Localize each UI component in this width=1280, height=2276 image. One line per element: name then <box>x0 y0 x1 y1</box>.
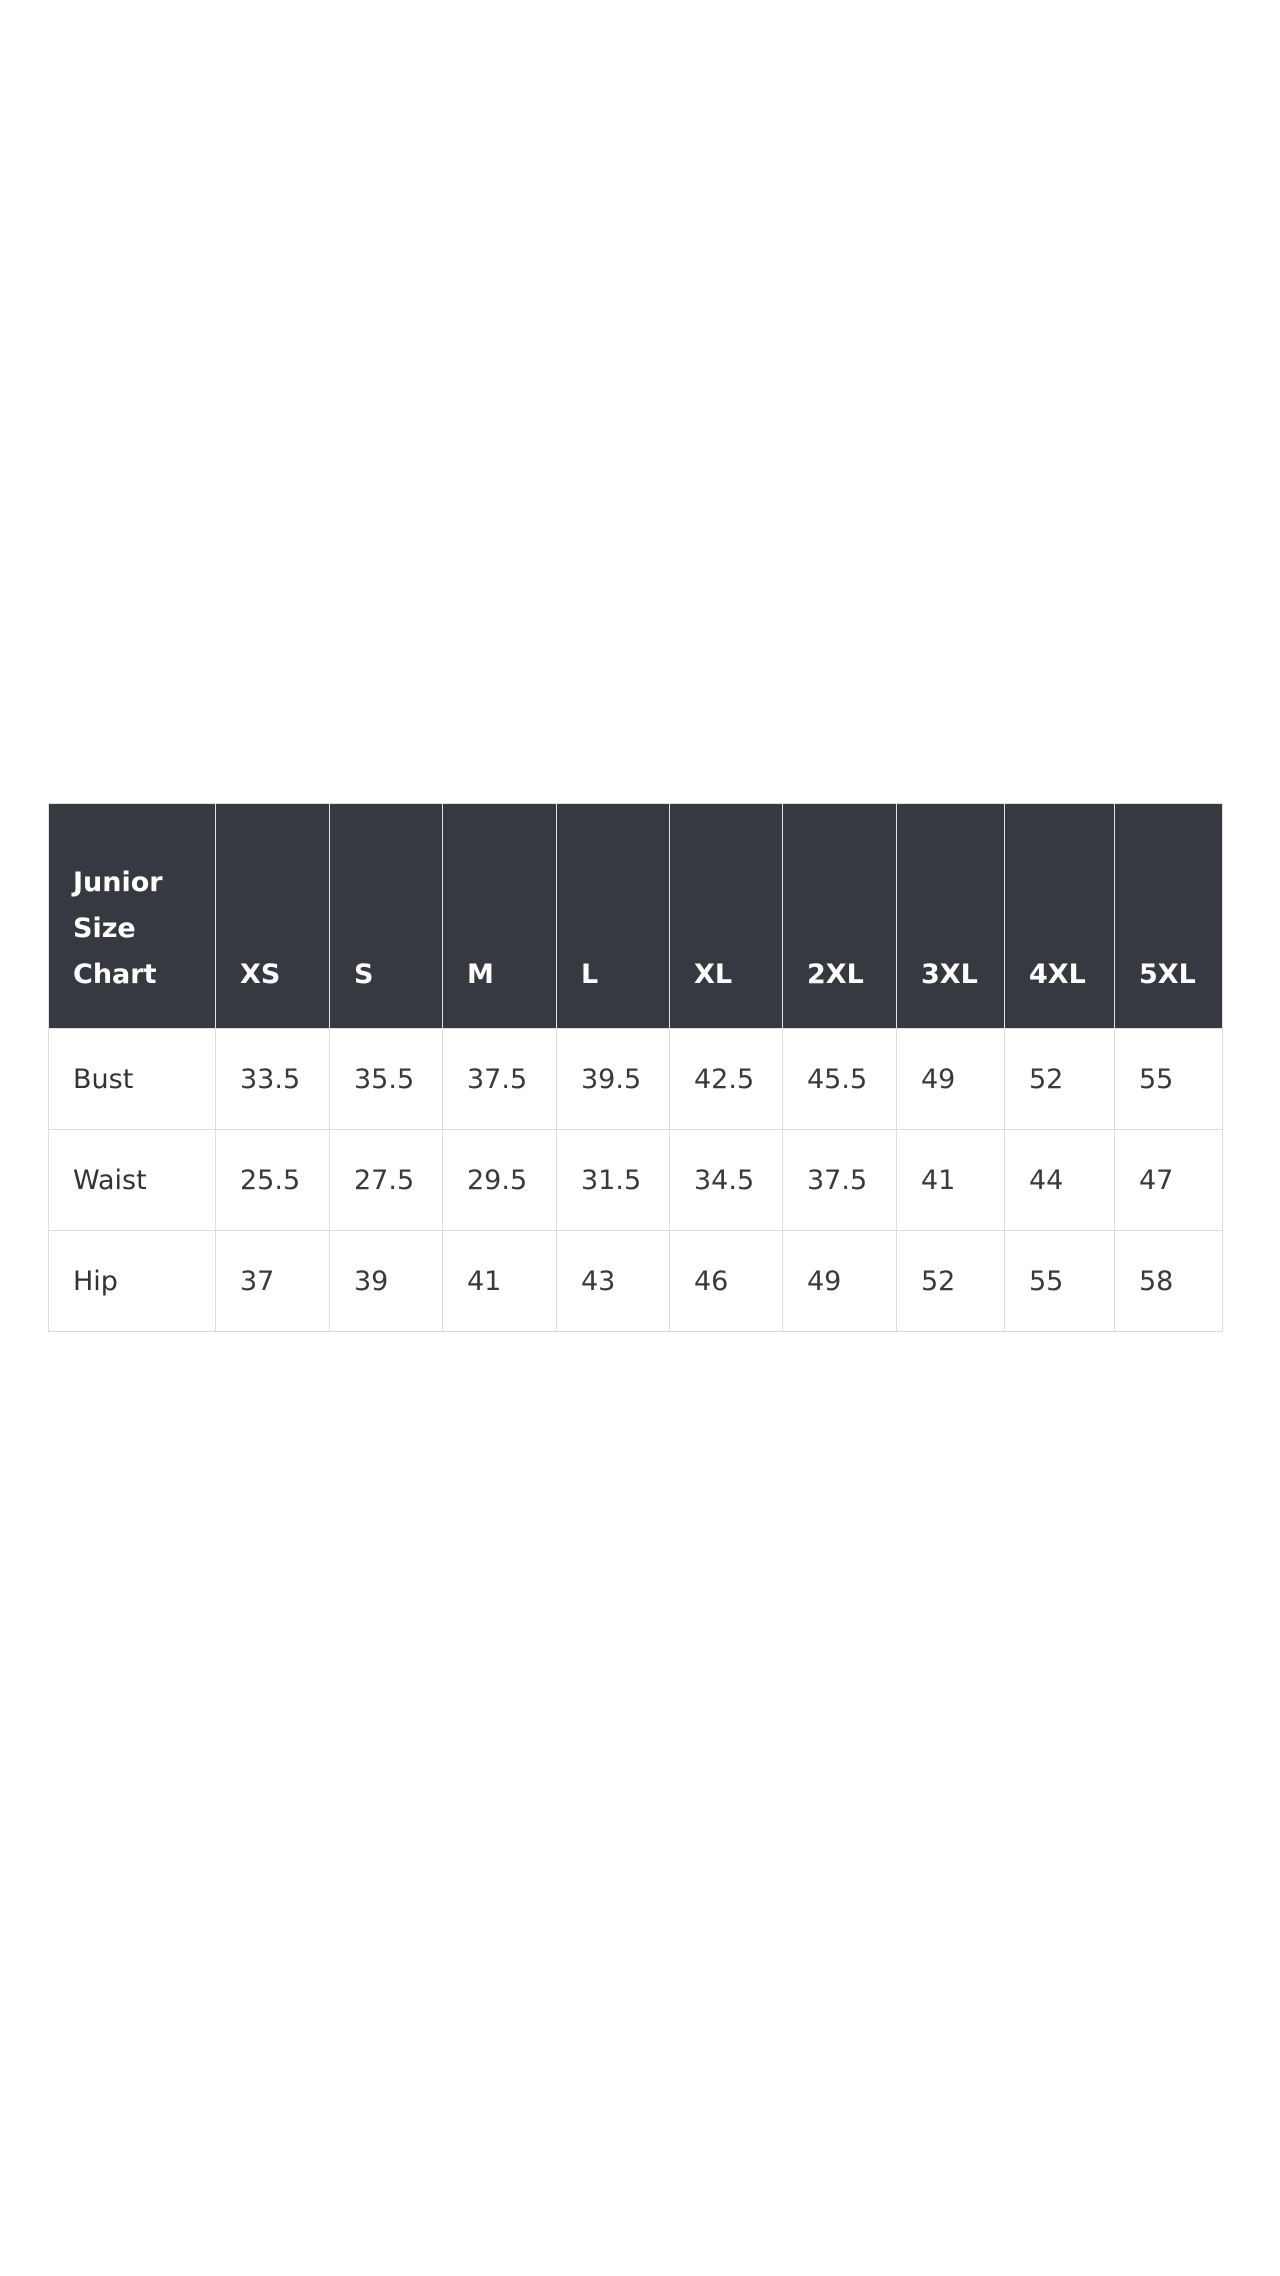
size-header: 4XL <box>1004 803 1115 1029</box>
table-row: Bust 33.5 35.5 37.5 39.5 42.5 45.5 49 52 55 <box>48 1028 1223 1130</box>
title-line: Junior <box>73 867 163 898</box>
measurement-cell: 58 <box>1114 1230 1223 1332</box>
measurement-cell: 49 <box>896 1028 1005 1130</box>
size-header: 3XL <box>896 803 1005 1029</box>
row-label: Hip <box>48 1230 216 1332</box>
measurement-cell: 29.5 <box>442 1129 557 1231</box>
junior-size-chart-table: Junior Size Chart XS S M L XL 2XL 3XL 4X… <box>48 803 1223 1332</box>
row-label: Bust <box>48 1028 216 1130</box>
size-header: 2XL <box>782 803 897 1029</box>
header-row: Junior Size Chart XS S M L XL 2XL 3XL 4X… <box>48 803 1223 1029</box>
row-label: Waist <box>48 1129 216 1231</box>
measurement-cell: 43 <box>556 1230 670 1332</box>
size-header: 5XL <box>1114 803 1223 1029</box>
size-header: S <box>329 803 443 1029</box>
measurement-cell: 39.5 <box>556 1028 670 1130</box>
size-header: XL <box>669 803 783 1029</box>
title-line: Size <box>73 913 136 944</box>
size-header: M <box>442 803 557 1029</box>
measurement-cell: 25.5 <box>215 1129 330 1231</box>
measurement-cell: 37.5 <box>442 1028 557 1130</box>
title-line: Chart <box>73 959 157 990</box>
table-row: Waist 25.5 27.5 29.5 31.5 34.5 37.5 41 44 47 <box>48 1129 1223 1231</box>
measurement-cell: 33.5 <box>215 1028 330 1130</box>
measurement-cell: 44 <box>1004 1129 1115 1231</box>
measurement-cell: 37 <box>215 1230 330 1332</box>
measurement-cell: 34.5 <box>669 1129 783 1231</box>
measurement-cell: 42.5 <box>669 1028 783 1130</box>
measurement-cell: 55 <box>1114 1028 1223 1130</box>
measurement-cell: 46 <box>669 1230 783 1332</box>
measurement-cell: 41 <box>896 1129 1005 1231</box>
size-header: XS <box>215 803 330 1029</box>
measurement-cell: 49 <box>782 1230 897 1332</box>
table-title-cell: Junior Size Chart <box>48 803 216 1029</box>
table-row: Hip 37 39 41 43 46 49 52 55 58 <box>48 1230 1223 1332</box>
measurement-cell: 52 <box>1004 1028 1115 1130</box>
measurement-cell: 55 <box>1004 1230 1115 1332</box>
measurement-cell: 41 <box>442 1230 557 1332</box>
measurement-cell: 37.5 <box>782 1129 897 1231</box>
measurement-cell: 47 <box>1114 1129 1223 1231</box>
measurement-cell: 52 <box>896 1230 1005 1332</box>
measurement-cell: 27.5 <box>329 1129 443 1231</box>
measurement-cell: 35.5 <box>329 1028 443 1130</box>
measurement-cell: 45.5 <box>782 1028 897 1130</box>
measurement-cell: 31.5 <box>556 1129 670 1231</box>
size-header: L <box>556 803 670 1029</box>
measurement-cell: 39 <box>329 1230 443 1332</box>
